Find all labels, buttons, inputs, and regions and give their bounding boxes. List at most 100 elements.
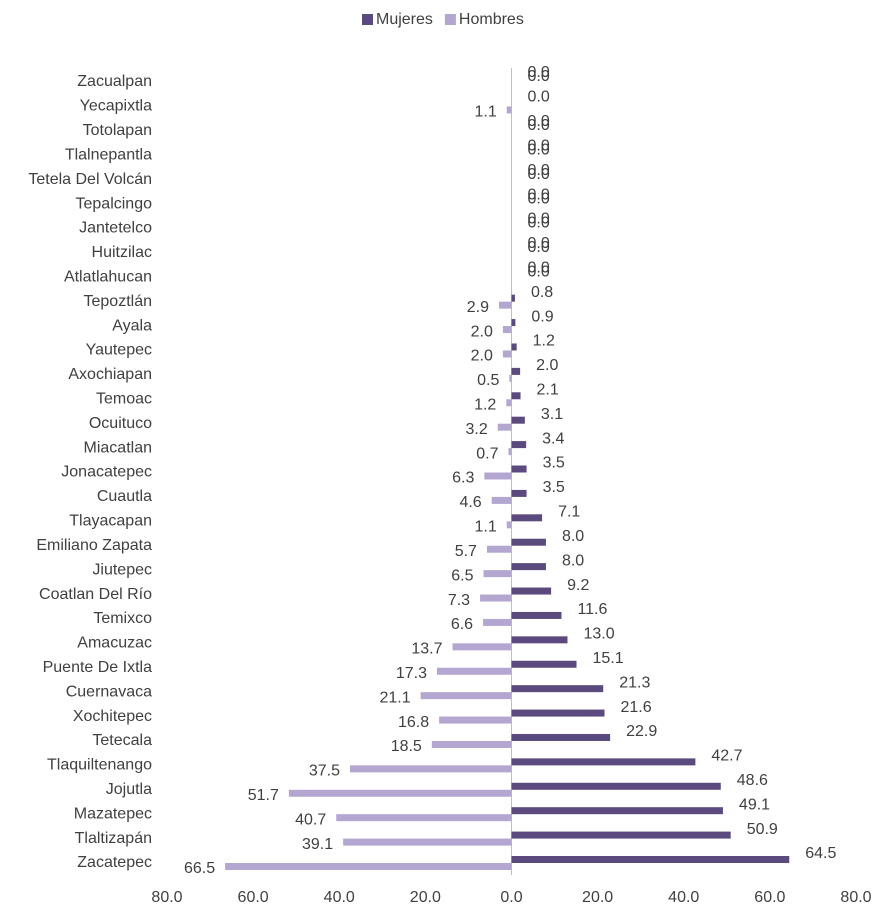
y-tick-label: Tepalcingo	[76, 195, 153, 212]
y-tick-label: Tetecala	[92, 732, 152, 749]
data-label: 6.5	[451, 567, 473, 584]
x-tick-label: 40.0	[668, 889, 699, 906]
bar	[502, 350, 512, 358]
bar	[483, 618, 512, 626]
data-label: 0.0	[528, 141, 550, 158]
y-tick-label: Puente De Ixtla	[43, 659, 153, 676]
data-label: 49.1	[739, 796, 770, 813]
bar	[511, 367, 521, 375]
data-label: 0.0	[528, 215, 550, 232]
data-label: 2.9	[467, 299, 489, 316]
y-tick-label: Totolapan	[83, 122, 152, 139]
data-label: 13.7	[411, 641, 442, 658]
bar	[511, 782, 721, 790]
data-label: 0.0	[528, 259, 550, 276]
y-tick-label: Zacatepec	[77, 854, 152, 871]
y-tick-label: Jonacatepec	[61, 464, 152, 481]
data-label: 3.5	[543, 479, 565, 496]
bar	[497, 423, 512, 431]
bar	[511, 489, 527, 497]
data-label: 8.0	[562, 552, 584, 569]
y-tick-label: Miacatlan	[84, 439, 152, 456]
data-label: 37.5	[309, 763, 340, 780]
data-label: 0.9	[531, 308, 553, 325]
bar	[506, 521, 512, 529]
data-label: 0.0	[528, 263, 550, 280]
legend-label: Hombres	[459, 11, 524, 28]
bar	[511, 611, 562, 619]
data-label: 2.1	[537, 382, 559, 399]
data-label: 11.6	[577, 601, 607, 618]
bar	[509, 374, 512, 382]
bar	[511, 441, 527, 449]
data-label: 0.0	[528, 162, 550, 179]
data-label: 0.0	[528, 190, 550, 207]
data-label: 0.0	[528, 137, 550, 154]
data-label: 40.7	[295, 811, 326, 828]
data-label: 0.0	[528, 68, 550, 85]
y-tick-label: Axochiapan	[68, 366, 152, 383]
data-label: 64.5	[805, 845, 836, 862]
x-tick-label: 60.0	[754, 889, 785, 906]
data-label: 7.1	[558, 504, 580, 521]
bar	[511, 514, 543, 522]
data-label: 1.1	[475, 104, 497, 121]
bar	[343, 838, 512, 846]
data-label: 3.2	[465, 421, 487, 438]
data-label: 0.0	[528, 211, 550, 228]
bar	[336, 814, 512, 822]
y-tick-label: Tlayacapan	[69, 513, 152, 530]
data-label: 1.2	[533, 333, 555, 350]
bar	[511, 636, 568, 644]
data-label: 21.3	[619, 674, 650, 691]
legend-swatch	[444, 14, 456, 25]
bar	[511, 758, 696, 766]
y-tick-label: Cuernavaca	[66, 683, 152, 700]
x-tick-label: 20.0	[410, 889, 441, 906]
y-tick-label: Tlalnepantla	[65, 146, 152, 163]
bar	[506, 106, 512, 114]
y-tick-label: Temoac	[96, 391, 152, 408]
bar	[511, 831, 731, 839]
data-label: 5.7	[455, 543, 477, 560]
bar	[420, 692, 512, 700]
y-tick-label: Jojutla	[106, 781, 152, 798]
data-label: 9.2	[567, 577, 589, 594]
bar	[452, 643, 512, 651]
y-tick-label: Ayala	[112, 317, 152, 334]
data-label: 0.0	[528, 186, 550, 203]
data-label: 8.0	[562, 528, 584, 545]
data-label: 66.5	[184, 860, 215, 877]
y-tick-label: Atlatlahucan	[64, 268, 152, 285]
y-tick-label: Jiutepec	[92, 561, 152, 578]
y-tick-label: Amacuzac	[77, 635, 152, 652]
data-label: 0.0	[528, 235, 550, 252]
x-tick-label: 20.0	[582, 889, 613, 906]
data-label: 0.0	[528, 89, 550, 106]
bar	[508, 448, 512, 456]
data-label: 21.6	[621, 699, 652, 716]
y-tick-label: Huitzilac	[92, 244, 152, 261]
bar	[511, 319, 516, 327]
bar	[511, 660, 577, 668]
data-label: 7.3	[448, 592, 470, 609]
x-tick-label: 60.0	[238, 889, 269, 906]
data-label: 6.3	[452, 470, 474, 487]
bar	[511, 709, 605, 717]
bar	[511, 538, 546, 546]
bar	[439, 716, 512, 724]
data-label: 51.7	[248, 787, 279, 804]
data-label: 13.0	[583, 626, 614, 643]
data-label: 0.0	[528, 239, 550, 256]
data-label: 22.9	[626, 723, 657, 740]
data-label: 48.6	[737, 772, 768, 789]
data-label: 0.0	[528, 166, 550, 183]
bar	[511, 587, 552, 595]
data-label: 1.2	[474, 397, 496, 414]
y-tick-label: Jantetelco	[79, 220, 152, 237]
x-tick-label: 80.0	[840, 889, 871, 906]
x-tick-label: 0.0	[500, 889, 522, 906]
y-tick-label: Emiliano Zapata	[36, 537, 152, 554]
y-tick-label: Tlaltizapán	[75, 830, 152, 847]
